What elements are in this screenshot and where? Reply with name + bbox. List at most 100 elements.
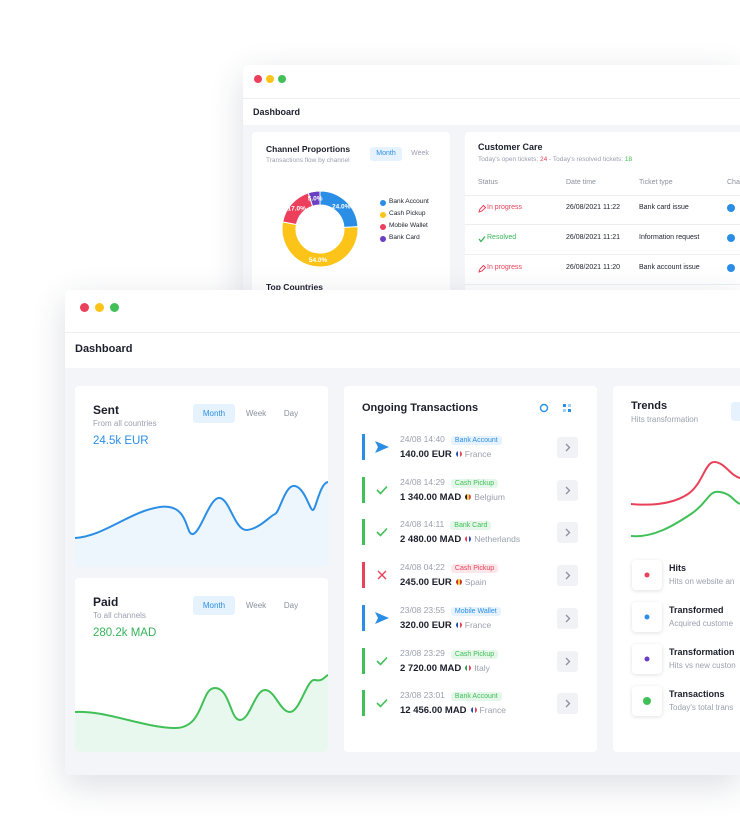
sent-wave <box>75 481 328 567</box>
status-icon <box>376 656 388 666</box>
flag <box>455 621 462 628</box>
check <box>376 485 388 495</box>
channel-icon <box>727 264 735 272</box>
status-bar <box>362 690 365 717</box>
row-body: 2 720.00 MAD Italy <box>400 663 490 674</box>
status-bar <box>362 476 365 503</box>
row-head: 24/08 14:29 Cash Pickup <box>400 476 499 488</box>
item-subtitle: Acquired custome <box>669 619 734 628</box>
tx-country: Spain <box>464 577 487 588</box>
status-icon <box>376 528 388 538</box>
chevron <box>565 528 571 537</box>
row-body: 12 456.00 MAD France <box>400 705 506 716</box>
status-bar <box>362 562 365 589</box>
flag <box>455 579 462 586</box>
tx-tag: Cash Pickup <box>450 478 499 488</box>
legend-swatch <box>380 224 386 230</box>
segment-label: 54.0% <box>309 257 328 264</box>
tab[interactable]: Week <box>245 409 267 418</box>
tab[interactable]: Week <box>245 601 267 610</box>
tab[interactable]: Day <box>283 409 299 418</box>
column-header: Date time <box>566 179 596 186</box>
tab[interactable]: Day <box>283 601 299 610</box>
check <box>376 528 388 538</box>
tab[interactable]: Month <box>370 147 402 161</box>
status-bar <box>362 519 365 546</box>
row-button[interactable] <box>557 479 578 501</box>
tx-time: 23/08 23:55 <box>400 604 445 615</box>
status-bar <box>362 434 365 460</box>
item-title: Transformation <box>669 647 735 657</box>
item-icon <box>632 686 662 716</box>
tx-amount: 12 456.00 MAD <box>400 705 467 717</box>
resolved-count: 18 <box>624 156 633 163</box>
tx-time: 23/08 23:01 <box>400 690 445 701</box>
item-title: Hits <box>669 563 687 573</box>
tx-tag: Cash Pickup <box>450 564 499 574</box>
row-body: 1 340.00 MAD Belgium <box>400 492 505 503</box>
ticket-cell: Bank card issue <box>639 204 689 211</box>
status-icon <box>376 485 388 495</box>
channel-icon <box>727 234 735 242</box>
row-button[interactable] <box>557 693 578 715</box>
item-icon <box>632 644 662 674</box>
card-title: Paid <box>93 595 119 609</box>
ticket-cell: 26/08/2021 11:20 <box>566 264 620 271</box>
tx-amount: 245.00 EUR <box>400 577 452 589</box>
tab[interactable]: Week <box>411 150 429 157</box>
cross <box>377 570 387 580</box>
row-button[interactable] <box>557 565 578 587</box>
tx-time: 24/08 14:40 <box>400 434 445 444</box>
tx-tag: Bank Card <box>450 521 492 531</box>
chevron <box>565 486 571 495</box>
tx-time: 24/08 14:29 <box>400 476 445 487</box>
tx-country: Italy <box>474 662 490 673</box>
tab[interactable]: Month <box>193 404 235 423</box>
icon-dot <box>644 572 650 578</box>
pencil <box>478 265 486 273</box>
check <box>376 699 388 708</box>
status-icon <box>478 265 486 273</box>
item-subtitle: Hits vs new custon <box>669 661 736 670</box>
sent-card: Sent From all countries 24.5k EUR Month … <box>75 386 328 567</box>
donut-chart: 24.0% 54.0% 17.0%5.0% <box>281 190 359 268</box>
row-button[interactable] <box>557 607 578 629</box>
card-subtitle: To all channels <box>93 611 146 620</box>
tx-tag: Bank Account <box>450 436 502 445</box>
trend-lines <box>630 461 740 538</box>
tab[interactable] <box>731 402 740 421</box>
legend-swatch <box>380 236 386 242</box>
chevron <box>565 614 571 623</box>
button-bg <box>557 479 578 501</box>
ticket-status: In progress <box>487 264 523 271</box>
status-bar <box>362 604 365 631</box>
button-bg <box>557 565 578 587</box>
paid-card: Paid To all channels 280.2k MAD Month We… <box>75 578 328 752</box>
section-title: Top Countries <box>266 282 323 292</box>
divider <box>465 224 740 225</box>
trends-card: Trends Hits transformation Hits Hits on w… <box>613 386 740 752</box>
window-title: Dashboard <box>75 343 133 355</box>
view-toggle[interactable] <box>537 401 577 415</box>
send <box>375 441 389 453</box>
tx-amount: 2 720.00 MAD <box>400 662 462 674</box>
card-title: Ongoing Transactions <box>362 402 479 414</box>
chevron <box>565 657 571 665</box>
flag <box>465 493 472 500</box>
row-button[interactable] <box>557 437 578 458</box>
item-subtitle: Hits on website an <box>669 577 735 586</box>
row-button[interactable] <box>557 650 578 672</box>
tab[interactable]: Month <box>193 596 235 615</box>
ticket-status: Resolved <box>487 234 517 241</box>
tx-country: Netherlands <box>474 534 521 545</box>
row-button[interactable] <box>557 522 578 544</box>
window-dot <box>110 303 119 312</box>
window-dot <box>254 75 262 83</box>
tx-country: France <box>464 619 492 630</box>
label: - Today's resolved tickets: <box>549 156 624 163</box>
legend-label: Bank Card <box>389 234 420 241</box>
button-bg <box>557 522 578 544</box>
chevron <box>565 571 571 580</box>
row-head: 23/08 23:29 Cash Pickup <box>400 648 499 659</box>
